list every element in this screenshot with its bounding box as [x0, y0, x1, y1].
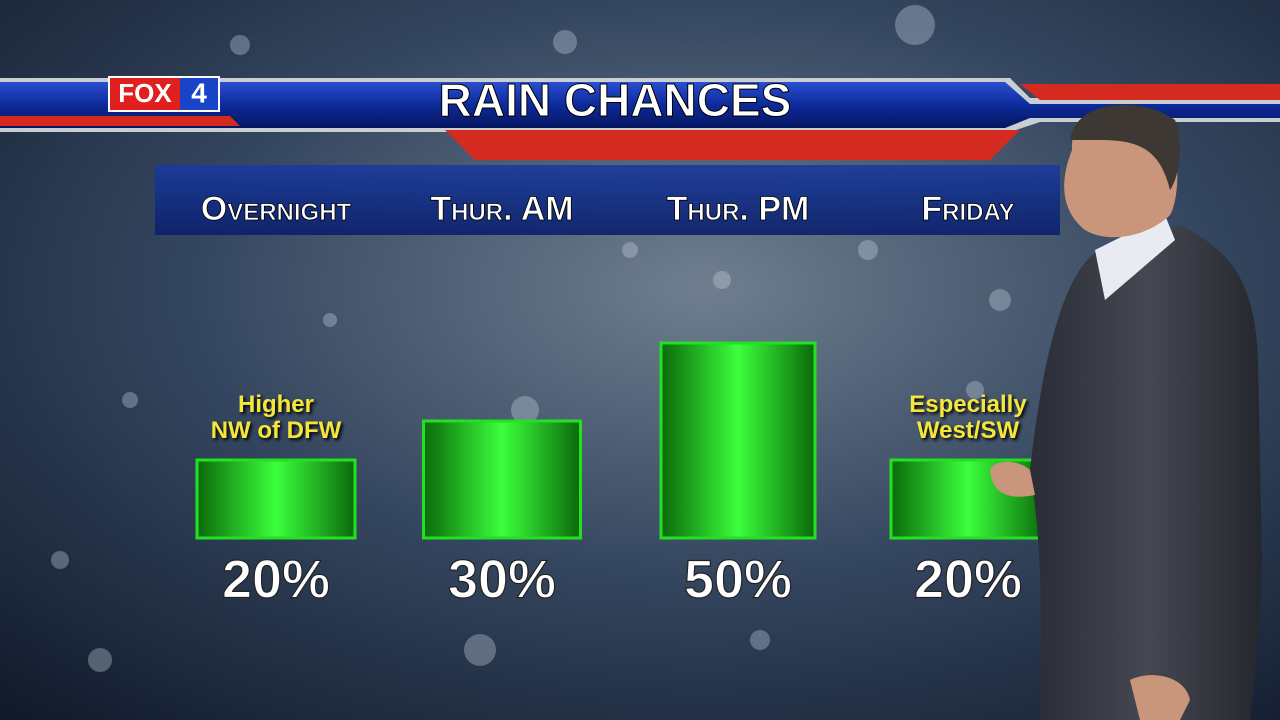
banner-stripe — [1020, 84, 1280, 100]
logo-blue — [180, 78, 218, 110]
presenter — [990, 104, 1262, 720]
category-band — [155, 165, 1060, 235]
plot: Overnight 20% Thur. AM 30% Thur. PM 50% Friday… — [195, 190, 1047, 610]
category-label: Thur. AM — [430, 190, 573, 228]
annotation: Higher NW of DFW — [210, 391, 342, 444]
banner — [0, 82, 1280, 128]
value-label: 50% — [684, 549, 792, 609]
value-label: 20% — [914, 549, 1022, 609]
banner-tab — [445, 130, 1020, 160]
bar — [195, 458, 357, 540]
logo-channel: 4 — [191, 77, 207, 108]
logo: FOX — [118, 78, 172, 108]
category-label: Friday — [921, 190, 1014, 228]
chart-title: RAIN CHANCES — [439, 74, 792, 126]
logo-red — [110, 78, 180, 110]
annotation: Especially West/SW — [909, 391, 1027, 444]
category-label: Thur. PM — [667, 190, 810, 228]
value-label: 30% — [448, 549, 556, 609]
bar — [422, 419, 582, 540]
banner-stripe — [0, 116, 240, 126]
value-label: 20% — [222, 549, 330, 609]
category-label: Overnight — [201, 190, 352, 228]
bar — [659, 341, 817, 540]
raindrops — [51, 5, 1011, 672]
